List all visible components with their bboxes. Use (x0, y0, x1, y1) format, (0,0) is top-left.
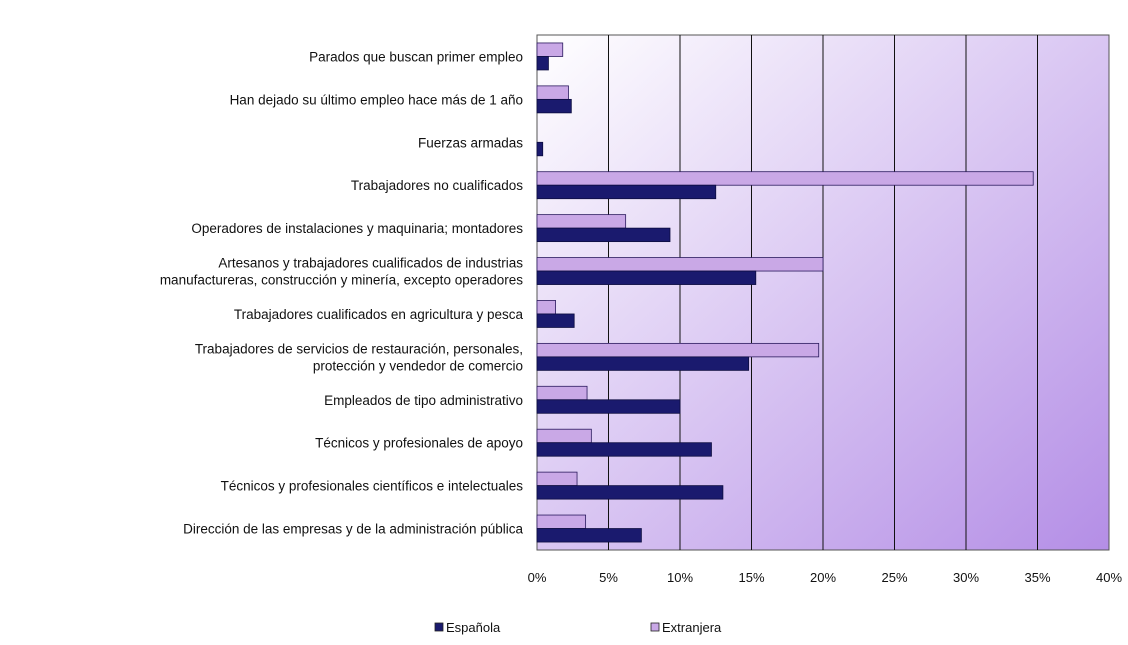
x-tick-label: 15% (738, 570, 764, 585)
bar-extranjera (536, 300, 556, 315)
legend-swatch-extranjera (650, 622, 660, 632)
bar-espanola (536, 442, 712, 457)
legend-swatch-espanola (434, 622, 444, 632)
category-labels: Parados que buscan primer empleo Han deja… (160, 49, 524, 536)
category-label: Empleados de tipo administrativo (324, 393, 523, 408)
category-label: Operadores de instalaciones y maquinaria… (191, 221, 523, 236)
category-label: Trabajadores cualificados en agricultura… (234, 307, 524, 322)
x-tick-label: 25% (881, 570, 907, 585)
x-tick-label: 35% (1024, 570, 1050, 585)
category-label: Técnicos y profesionales científicos e i… (221, 479, 524, 494)
category-label: Dirección de las empresas y de la admini… (183, 522, 523, 537)
category-label: protección y vendedor de comercio (313, 358, 523, 373)
bar-extranjera (536, 428, 592, 444)
bar-extranjera (536, 85, 569, 100)
x-tick-labels: 0% 5% 10% 15% 20% 25% 30% 35% 40% (528, 570, 1123, 585)
x-tick-label: 10% (667, 570, 693, 585)
category-label: Fuerzas armadas (418, 135, 523, 150)
bar-espanola (536, 98, 572, 114)
bars (536, 42, 1034, 543)
category-label: Técnicos y profesionales de apoyo (315, 436, 523, 451)
bar-espanola (536, 313, 575, 328)
bar-espanola (536, 356, 750, 371)
bar-espanola (536, 227, 671, 243)
bar-espanola (536, 528, 642, 543)
category-label: Trabajadores de servicios de restauració… (195, 341, 523, 356)
bar-extranjera (536, 42, 564, 57)
category-label: manufactureras, construcción y minería, … (160, 273, 523, 288)
x-tick-label: 20% (810, 570, 836, 585)
x-tick-label: 40% (1096, 570, 1122, 585)
category-label: Trabajadores no cualificados (351, 178, 523, 193)
category-label: Parados que buscan primer empleo (309, 49, 523, 64)
bar-espanola (536, 56, 549, 71)
bar-extranjera (536, 471, 578, 487)
category-label: Han dejado su último empleo hace más de … (230, 92, 523, 107)
bar-extranjera (536, 385, 588, 401)
bar-extranjera (536, 257, 824, 272)
grid-lines (608, 35, 1038, 550)
bar-espanola (536, 485, 724, 500)
bar-extranjera (536, 514, 587, 529)
bar-espanola (536, 270, 757, 285)
category-label: Artesanos y trabajadores cualificados de… (218, 256, 523, 271)
x-tick-label: 0% (528, 570, 547, 585)
bar-extranjera (536, 214, 627, 229)
legend: Española Extranjera (434, 620, 722, 635)
x-tick-label: 30% (953, 570, 979, 585)
bar-extranjera (536, 171, 1034, 186)
legend-label-espanola: Española (446, 620, 501, 635)
bar-espanola (536, 141, 544, 157)
x-tick-label: 5% (599, 570, 618, 585)
legend-label-extranjera: Extranjera (662, 620, 722, 635)
bar-espanola (536, 184, 717, 200)
bar-espanola (536, 399, 681, 414)
bar-extranjera (536, 342, 820, 358)
